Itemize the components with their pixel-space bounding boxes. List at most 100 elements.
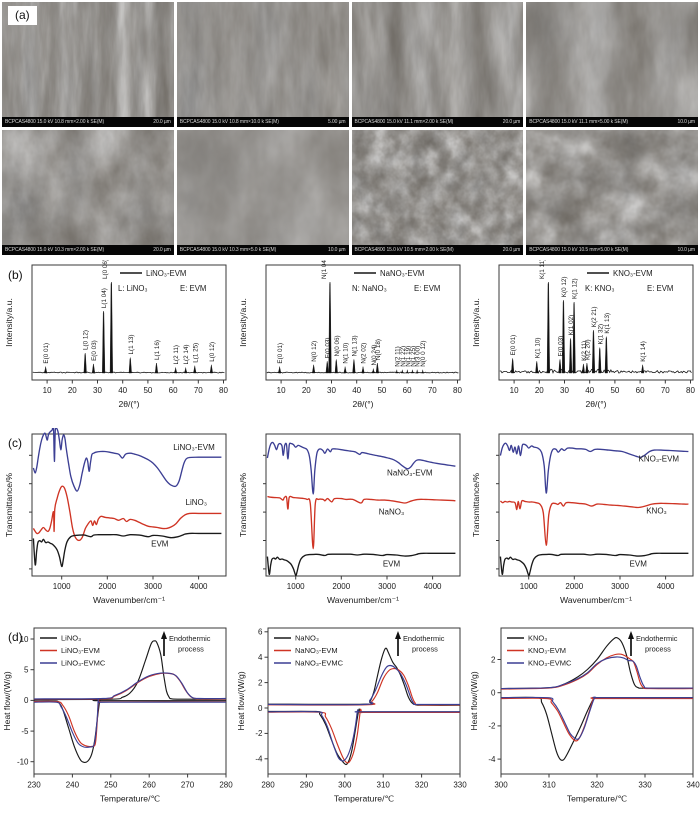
x-tick-label: 230 bbox=[27, 781, 41, 790]
y-tick-label: 0 bbox=[24, 696, 29, 705]
sem-scale-label: 20.0 µm bbox=[153, 119, 171, 125]
annotation-endothermic: Endothermic bbox=[403, 634, 445, 643]
sem-scale-label: 20.0 µm bbox=[153, 247, 171, 253]
x-tick-label: 1000 bbox=[53, 582, 71, 591]
sem-caption: BCPCAS4800 15.0 kV 10.8 mm×10.0 k SE(M) 5… bbox=[176, 117, 349, 127]
dsc-curve-upper bbox=[500, 653, 694, 690]
sem-texture bbox=[176, 130, 349, 255]
ftir-row: LiNO₃-EVM LiNO₃ EVM 1000 2000 3000 4000 Wavenum… bbox=[0, 425, 700, 623]
y-axis-label: Transmittance/% bbox=[471, 473, 481, 538]
ftir-curve-label: NaNO₃ bbox=[378, 508, 403, 517]
x-tick-label: 50 bbox=[377, 386, 386, 395]
x-axis-label: Temperature/℃ bbox=[100, 794, 161, 804]
x-axis-label: 2θ/(°) bbox=[585, 399, 606, 409]
peak-label: N(0 0 12) bbox=[420, 341, 427, 367]
chart-svg: NaNO₃-EVM NaNO₃ EVM 1000 2000 3000 4000 Wavenum… bbox=[238, 433, 460, 605]
panel-label-a: (a) bbox=[8, 6, 37, 25]
dsc-curve-lower bbox=[267, 708, 460, 766]
xrd-peak bbox=[598, 347, 602, 374]
annotation-endothermic: Endothermic bbox=[169, 634, 211, 643]
peak-label: E(0 03) bbox=[558, 336, 565, 357]
xrd-key-salt: K: KNO₃ bbox=[585, 284, 615, 293]
peak-label: L(1 13) bbox=[128, 335, 135, 355]
peak-label: N(1 22) bbox=[399, 346, 406, 367]
y-tick-label: 4 bbox=[258, 653, 263, 662]
y-axis-label: Transmittance/% bbox=[238, 473, 248, 538]
x-tick-label: 20 bbox=[535, 386, 544, 395]
x-tick-label: 10 bbox=[43, 386, 52, 395]
x-tick-label: 10 bbox=[276, 386, 285, 395]
y-tick-label: -2 bbox=[488, 722, 496, 731]
ftir-chart-kno3: KNO₃-EVM KNO₃ EVM 1000 2000 3000 4000 Wavenumbe… bbox=[467, 428, 700, 623]
x-tick-label: 260 bbox=[143, 781, 157, 790]
y-axis-label: Transmittance/% bbox=[4, 473, 14, 538]
peak-label: N(1 04) bbox=[320, 260, 327, 279]
y-tick-label: -2 bbox=[255, 729, 263, 738]
y-tick-label: 0 bbox=[258, 704, 263, 713]
ftir-curve bbox=[499, 499, 689, 546]
y-tick-label: 5 bbox=[24, 666, 29, 675]
y-axis-label: Intensity/a.u. bbox=[471, 298, 481, 347]
peak-label: E(0 01) bbox=[510, 335, 517, 356]
xrd-peak bbox=[109, 281, 113, 374]
ftir-curve bbox=[266, 495, 455, 550]
sem-scale-label: 10.0 µm bbox=[328, 247, 346, 253]
xrd-peak bbox=[400, 369, 404, 374]
xrd-key-evm: E: EVM bbox=[414, 284, 440, 293]
dsc-curve-lower bbox=[500, 697, 694, 742]
xrd-peak bbox=[311, 364, 315, 374]
ftir-chart-nano3: NaNO₃-EVM NaNO₃ EVM 1000 2000 3000 4000 Wavenum… bbox=[234, 428, 467, 623]
x-tick-label: 270 bbox=[181, 781, 195, 790]
x-tick-label: 70 bbox=[661, 386, 670, 395]
xrd-legend-label: LiNO₃-EVM bbox=[146, 269, 186, 278]
xrd-peak bbox=[277, 366, 281, 374]
sem-caption-text: BCPCAS4800 15.0 kV 10.5 mm×5.00 k SE(M) bbox=[529, 247, 629, 253]
x-tick-label: 310 bbox=[542, 781, 556, 790]
sem-caption: BCPCAS4800 15.0 kV 10.3 mm×5.0 k SE(M) 10… bbox=[176, 245, 349, 255]
sem-caption: BCPCAS4800 15.0 kV 10.3 mm×2.00 k SE(M) 2… bbox=[2, 245, 174, 255]
sem-image: BCPCAS4800 15.0 kV 10.5 mm×2.00 k SE(M) 2… bbox=[351, 130, 524, 255]
x-tick-label: 280 bbox=[219, 781, 233, 790]
annotation-process: process bbox=[412, 645, 438, 654]
sem-texture bbox=[351, 2, 524, 127]
chart-svg: E(0 01) N(0 12) E(0 03)N(1 04)N(0 06) N(1 1… bbox=[238, 258, 462, 409]
y-tick-label: 2 bbox=[258, 678, 263, 687]
sem-caption-text: BCPCAS4800 15.0 kV 10.5 mm×2.00 k SE(M) bbox=[354, 247, 454, 253]
y-tick-label: -4 bbox=[255, 755, 263, 764]
peak-label: K(1 32) bbox=[597, 324, 604, 345]
y-tick-label: 2 bbox=[491, 655, 496, 664]
dsc-chart-kno3: KNO₃ KNO₃-EVM KNO₃-EVMC Endothermic process -… bbox=[467, 622, 700, 824]
peak-label: N(0 24) bbox=[370, 345, 377, 366]
xrd-peak bbox=[193, 365, 197, 374]
y-tick-label: -10 bbox=[17, 758, 29, 767]
peak-label: E(0 01) bbox=[43, 343, 50, 364]
peak-label: K(1 12) bbox=[572, 278, 579, 299]
x-tick-label: 1000 bbox=[520, 582, 538, 591]
peak-label: N(0 18) bbox=[374, 339, 381, 360]
xrd-peak bbox=[174, 367, 178, 374]
xrd-peak bbox=[375, 362, 379, 374]
xrd-peak bbox=[102, 311, 106, 374]
x-axis-label: Wavenumber/cm⁻¹ bbox=[560, 595, 632, 605]
peak-label: L(1 16) bbox=[154, 340, 161, 360]
chart-svg: LiNO₃-EVM LiNO₃ EVM 1000 2000 3000 4000 Wavenum… bbox=[4, 425, 227, 605]
x-tick-label: 50 bbox=[610, 386, 619, 395]
x-tick-label: 290 bbox=[299, 781, 313, 790]
chart-svg: LiNO₃ LiNO₃-EVM LiNO₃-EVMC Endothermic proce… bbox=[2, 627, 233, 804]
xrd-peak bbox=[325, 361, 329, 374]
ftir-curve-label: EVM bbox=[382, 559, 400, 568]
x-tick-label: 320 bbox=[414, 781, 428, 790]
xrd-peak bbox=[343, 366, 347, 374]
x-tick-label: 4000 bbox=[657, 582, 675, 591]
peak-label: L(0 12) bbox=[209, 342, 216, 362]
xrd-chart-lino3-evm: E(0 01) L(0 12) E(0 03) L(1 04) L(0 06) L(1 1… bbox=[0, 259, 233, 429]
xrd-peak bbox=[128, 357, 132, 374]
xrd-key-salt: N: NaNO₃ bbox=[352, 284, 387, 293]
dsc-curve-upper bbox=[267, 664, 460, 706]
xrd-chart-nano3-evm: E(0 01) N(0 12) E(0 03) N(1 04) N(0 06) N(1 1… bbox=[234, 258, 467, 429]
x-tick-label: 310 bbox=[376, 781, 390, 790]
peak-label: E(0 01) bbox=[277, 343, 284, 364]
xrd-peak bbox=[511, 358, 515, 374]
sem-caption-text: BCPCAS4800 15.0 kV 10.3 mm×5.0 k SE(M) bbox=[179, 247, 277, 253]
sem-image: BCPCAS4800 15.0 kV 10.5 mm×5.00 k SE(M) 1… bbox=[526, 130, 698, 255]
